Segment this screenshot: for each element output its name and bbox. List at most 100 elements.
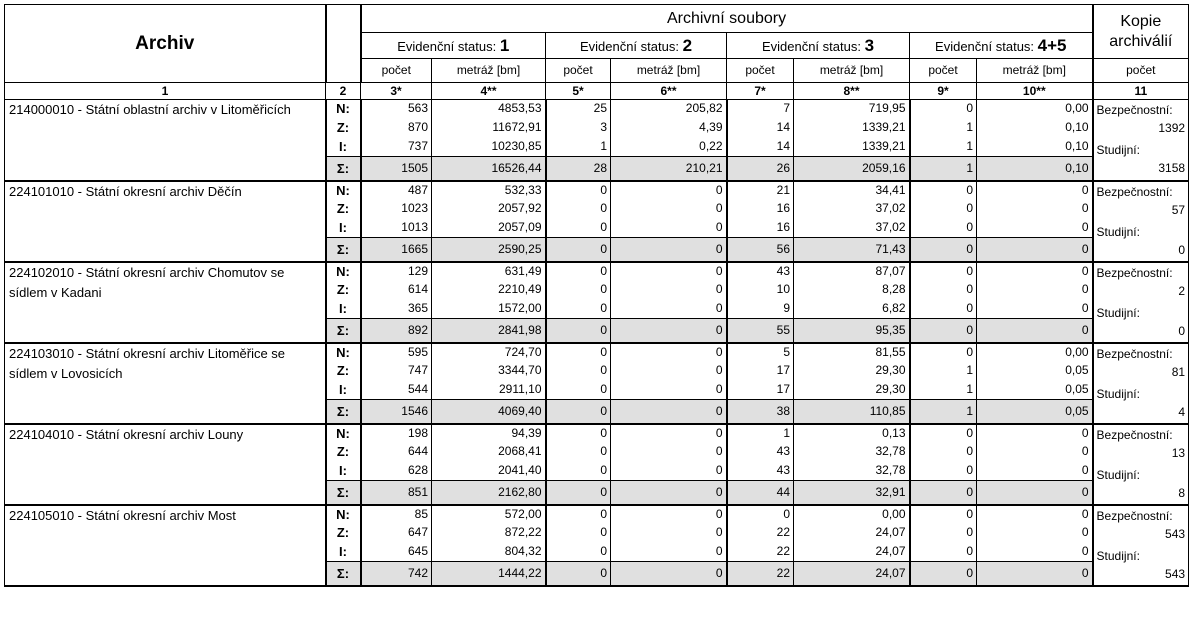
archive-rows: 214000010 - Státní oblastní archiv v Lit…: [4, 99, 1190, 587]
table-row: Z: 644 2068,41 0 0 43 32,78 0 0: [5, 441, 1189, 462]
data-cell: 21: [725, 180, 794, 199]
data-cell: 0: [610, 299, 727, 319]
subheader-metraz: metráž [bm]: [610, 58, 727, 83]
kopie-counts: Bezpečnostní: 57 Studijní: 0: [1091, 180, 1190, 263]
column-number: 7*: [726, 82, 794, 100]
subheader-metraz: metráž [bm]: [793, 58, 910, 83]
studijni-label: Studijní:: [1096, 548, 1140, 563]
data-cell: 17: [725, 380, 794, 400]
data-cell: 2057,09: [431, 218, 546, 238]
sum-cell: 1444,22: [431, 561, 546, 587]
data-cell: 1023: [401, 201, 428, 215]
data-cell: 0,05: [975, 360, 1093, 381]
data-cell: 1339,21: [793, 117, 910, 138]
status-number: 3: [864, 35, 875, 55]
status-prefix: Evidenční status:: [761, 38, 861, 54]
sum-cell: 0: [610, 480, 727, 506]
data-cell: 1339,21: [793, 137, 910, 157]
data-cell: 0: [544, 218, 611, 238]
data-cell: 7: [725, 99, 794, 118]
sum-cell: 0: [544, 480, 611, 506]
sum-cell: 1: [908, 156, 977, 182]
sum-cell: 0: [610, 561, 727, 587]
column-header-kopie: Kopie archiválií: [1091, 4, 1190, 59]
data-cell: 1: [544, 137, 611, 157]
data-cell: 5: [725, 342, 794, 361]
row-label: Σ:: [325, 156, 362, 182]
data-cell: 645: [407, 544, 428, 559]
data-cell: 644: [407, 444, 428, 458]
sum-cell: 28: [544, 156, 611, 182]
data-cell: 0,05: [975, 380, 1093, 400]
sum-cell: 4069,40: [431, 399, 546, 425]
status-prefix: Evidenční status:: [935, 38, 1035, 54]
column-number: 8**: [793, 82, 910, 100]
data-cell: 24,07: [793, 522, 910, 543]
sum-cell: 26: [725, 156, 794, 182]
sum-cell: 32,91: [793, 480, 910, 506]
data-cell: 0,10: [975, 117, 1093, 138]
data-cell: 628: [407, 463, 428, 478]
sum-cell: 110,85: [793, 399, 910, 425]
sum-cell: 0: [544, 237, 611, 263]
bezpecnostni-value: 1392: [1158, 121, 1186, 135]
data-cell: 129: [407, 263, 428, 278]
data-cell: 0: [975, 542, 1093, 562]
kopie-counts: Bezpečnostní: 81 Studijní: 4: [1091, 342, 1190, 425]
status-header-1: Evidenční status: 1: [360, 32, 546, 59]
data-cell: 9: [725, 299, 794, 319]
data-cell: 4853,53: [431, 99, 546, 118]
subheader-pocet: počet: [360, 58, 432, 83]
row-label: N:: [325, 504, 362, 523]
data-cell: 0: [908, 198, 977, 219]
data-cell: 43: [725, 461, 794, 481]
sum-cell: 2059,16: [793, 156, 910, 182]
kopie-line-2: archiválií: [1109, 32, 1173, 50]
table-row: I: 645 804,32 0 0 22 24,07 0 0: [5, 542, 1189, 562]
data-cell: 0: [610, 380, 727, 400]
data-cell: 43: [725, 441, 794, 462]
studijni-label: Studijní:: [1096, 386, 1140, 401]
table-row: 224102010 - Státní okresní archiv Chomut…: [4, 261, 1190, 344]
subheader-metraz: metráž [bm]: [975, 58, 1094, 83]
data-cell: 25: [544, 99, 611, 118]
row-label: N:: [325, 261, 362, 280]
data-cell: 0: [975, 279, 1093, 300]
bezpecnostni-label: Bezpečnostní:: [1096, 427, 1173, 442]
data-cell: 37,02: [793, 198, 910, 219]
row-label: Σ:: [325, 561, 362, 587]
bezpecnostni-value: 13: [1171, 445, 1186, 460]
status-number: 2: [682, 35, 693, 55]
data-cell: 29,30: [793, 380, 910, 400]
data-cell: 3344,70: [431, 360, 546, 381]
data-cell: 1572,00: [431, 299, 546, 319]
subheader-pocet: počet: [545, 58, 611, 83]
row-label: I:: [325, 299, 362, 319]
sum-cell: 0: [610, 237, 727, 263]
data-cell: 32,78: [793, 461, 910, 481]
sum-cell: 0: [908, 237, 977, 263]
data-cell: 0: [610, 360, 727, 381]
table-row: 224103010 - Státní okresní archiv Litomě…: [4, 342, 1190, 425]
archive-name: 224105010 - Státní okresní archiv Most: [4, 504, 327, 587]
data-cell: 647: [407, 525, 428, 539]
data-cell: 43: [725, 261, 794, 280]
data-cell: 0: [544, 380, 611, 400]
sum-cell: 0: [975, 318, 1093, 344]
data-cell: 1: [908, 137, 977, 157]
sum-cell: 0: [975, 480, 1093, 506]
data-cell: 724,70: [431, 342, 546, 361]
sum-cell: 0: [908, 480, 977, 506]
bezpecnostni-label: Bezpečnostní:: [1096, 103, 1173, 117]
row-label: Σ:: [325, 399, 362, 425]
data-cell: 1: [908, 360, 977, 381]
data-cell: 0: [975, 522, 1093, 543]
bezpecnostni-value: 81: [1171, 364, 1186, 379]
kopie-line-1: Kopie: [1120, 12, 1162, 30]
data-cell: 563: [407, 101, 428, 116]
studijni-label: Studijní:: [1096, 305, 1140, 320]
row-label: N:: [325, 180, 362, 199]
sum-cell: 210,21: [610, 156, 727, 182]
column-number: 3*: [360, 82, 432, 100]
sum-cell: 0: [975, 237, 1093, 263]
